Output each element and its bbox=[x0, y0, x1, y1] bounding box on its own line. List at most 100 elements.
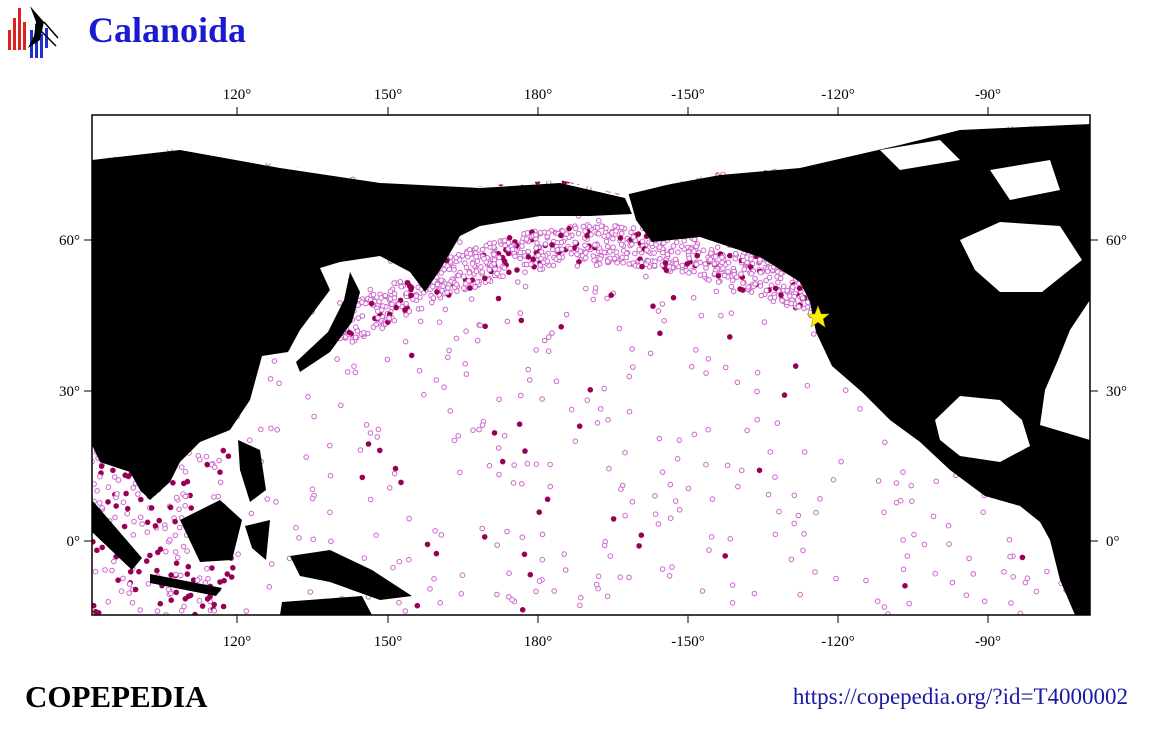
record-dot bbox=[604, 593, 611, 600]
record-dot bbox=[182, 493, 189, 500]
record-dot bbox=[370, 291, 377, 298]
record-dot bbox=[639, 238, 646, 244]
record-dot-dark bbox=[414, 602, 421, 609]
record-dot bbox=[651, 262, 658, 269]
record-dot bbox=[722, 364, 729, 371]
record-dot bbox=[267, 376, 274, 382]
record-dot bbox=[572, 225, 579, 232]
record-dot bbox=[451, 266, 457, 273]
record-dot-dark bbox=[110, 467, 116, 474]
record-dot-dark bbox=[123, 490, 129, 497]
record-dot bbox=[667, 515, 674, 522]
record-dot bbox=[601, 233, 607, 239]
record-dot-dark bbox=[392, 465, 399, 472]
record-dot bbox=[932, 570, 939, 577]
record-dot bbox=[182, 502, 188, 509]
record-dot bbox=[718, 312, 724, 319]
record-dot-dark bbox=[584, 233, 590, 239]
record-dot-dark bbox=[727, 334, 733, 340]
record-dot bbox=[885, 611, 891, 615]
record-dot bbox=[512, 253, 518, 260]
record-dot bbox=[622, 512, 628, 519]
record-dot bbox=[537, 230, 544, 236]
record-dot bbox=[632, 250, 638, 257]
record-dot bbox=[545, 230, 552, 236]
record-dot bbox=[1017, 610, 1023, 615]
record-dot bbox=[545, 348, 552, 355]
record-dot bbox=[863, 577, 869, 584]
record-dot bbox=[590, 296, 597, 303]
record-dot bbox=[679, 243, 685, 250]
record-dot-dark bbox=[148, 505, 155, 511]
record-dot bbox=[660, 249, 666, 256]
record-dot-dark bbox=[154, 567, 160, 574]
record-dot bbox=[491, 261, 497, 267]
lon-label: 150° bbox=[374, 87, 403, 103]
record-dot-dark bbox=[173, 589, 179, 596]
record-dot bbox=[908, 482, 915, 489]
record-dot bbox=[137, 607, 143, 613]
record-dot bbox=[652, 493, 658, 499]
record-dot bbox=[626, 373, 633, 380]
record-dot bbox=[172, 549, 179, 555]
record-dot bbox=[468, 296, 475, 302]
record-dot bbox=[180, 543, 187, 550]
record-dot bbox=[338, 402, 344, 409]
record-dot bbox=[472, 284, 478, 290]
record-dot-dark bbox=[902, 583, 908, 589]
record-dot bbox=[673, 261, 680, 267]
record-dot bbox=[657, 255, 663, 262]
record-dot bbox=[791, 520, 798, 527]
record-dot-dark bbox=[558, 324, 565, 330]
record-dot bbox=[527, 377, 533, 383]
record-dot bbox=[777, 275, 784, 282]
record-dot bbox=[705, 426, 712, 433]
record-dot bbox=[754, 388, 760, 395]
record-dot bbox=[266, 584, 273, 590]
record-dot bbox=[258, 426, 264, 433]
record-dot bbox=[211, 494, 217, 500]
record-dot bbox=[598, 223, 605, 229]
record-dot bbox=[622, 449, 628, 456]
record-dot bbox=[391, 470, 398, 477]
record-dot bbox=[561, 551, 568, 557]
record-dot bbox=[473, 245, 479, 251]
record-dot bbox=[268, 425, 274, 432]
record-dot bbox=[500, 273, 506, 280]
record-dot bbox=[546, 334, 552, 340]
record-dot bbox=[494, 591, 500, 598]
record-dot-dark bbox=[684, 261, 690, 267]
record-dot bbox=[518, 392, 524, 399]
record-dot bbox=[801, 531, 807, 537]
lat-label: 60° bbox=[59, 233, 80, 249]
record-dot-dark bbox=[521, 551, 528, 558]
record-dot bbox=[686, 255, 692, 262]
record-dot bbox=[248, 510, 255, 517]
record-dot bbox=[711, 261, 718, 267]
record-dot bbox=[525, 248, 532, 255]
record-dot bbox=[629, 499, 636, 505]
record-dot-dark bbox=[211, 601, 217, 608]
record-dot bbox=[264, 496, 271, 502]
url-link[interactable]: https://copepedia.org/?id=T4000002 bbox=[793, 684, 1128, 709]
record-dot bbox=[539, 396, 545, 402]
record-dot bbox=[981, 598, 988, 605]
record-dot bbox=[247, 437, 253, 444]
record-dot bbox=[830, 477, 837, 483]
record-dot bbox=[463, 371, 470, 377]
record-dot bbox=[137, 514, 144, 521]
record-dot bbox=[203, 453, 210, 460]
record-dot bbox=[966, 555, 972, 562]
record-dot bbox=[577, 602, 583, 609]
record-dot bbox=[735, 483, 741, 490]
record-dot bbox=[544, 258, 551, 265]
record-dot bbox=[559, 246, 565, 252]
record-dot bbox=[659, 301, 666, 307]
record-dot bbox=[626, 574, 632, 581]
record-dot bbox=[94, 488, 100, 494]
record-dot bbox=[779, 297, 785, 304]
record-dot bbox=[293, 524, 299, 531]
record-dot bbox=[162, 525, 168, 532]
record-dot bbox=[167, 537, 173, 543]
record-dot bbox=[778, 270, 784, 277]
